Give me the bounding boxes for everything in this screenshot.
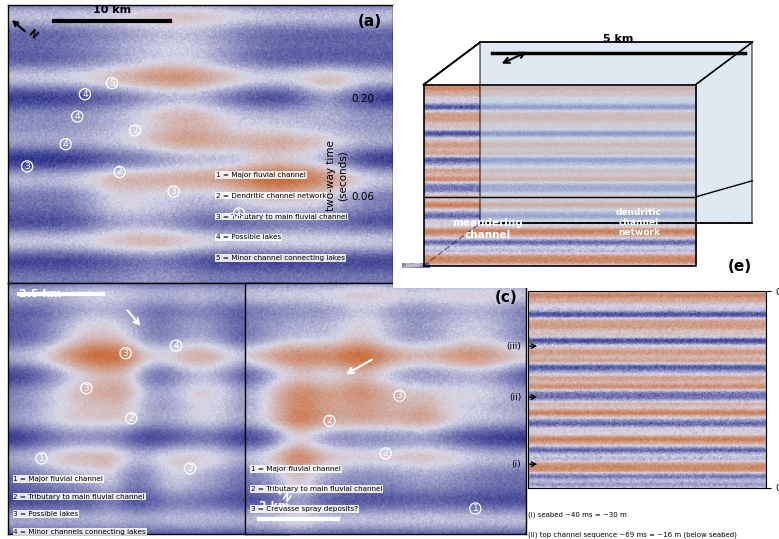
- Text: 3: 3: [397, 391, 403, 400]
- Text: 2: 2: [326, 416, 333, 425]
- Text: 4: 4: [82, 89, 88, 99]
- Text: 2: 2: [382, 449, 389, 458]
- Text: 2 = Tributary to main fluvial channel: 2 = Tributary to main fluvial channel: [251, 486, 382, 492]
- Text: dendritic
channel
network: dendritic channel network: [616, 208, 662, 237]
- Text: 1 = Major fluvial channel: 1 = Major fluvial channel: [13, 476, 104, 482]
- Text: 4 = Possible lakes: 4 = Possible lakes: [216, 234, 281, 240]
- Text: 2.5 km: 2.5 km: [19, 289, 62, 299]
- Text: 3: 3: [83, 384, 89, 393]
- Text: (i) seabed ~40 ms = ~30 m: (i) seabed ~40 ms = ~30 m: [528, 512, 627, 518]
- Text: 4 = Minor channels connecting lakes: 4 = Minor channels connecting lakes: [13, 529, 146, 535]
- Text: 5 km: 5 km: [603, 33, 633, 44]
- Text: 4: 4: [173, 341, 179, 350]
- Text: 2: 2: [187, 464, 193, 473]
- Text: 3: 3: [24, 162, 30, 171]
- Text: 3: 3: [171, 187, 177, 196]
- Text: 2: 2: [129, 414, 134, 423]
- Text: 10 km: 10 km: [93, 5, 131, 15]
- Text: 2 = Dendritic channel network: 2 = Dendritic channel network: [216, 193, 326, 199]
- Text: 2: 2: [117, 168, 122, 176]
- Text: (a): (a): [358, 13, 382, 29]
- Text: (c): (c): [495, 291, 517, 306]
- Text: meandering
channel: meandering channel: [453, 218, 523, 240]
- Text: SW: SW: [523, 271, 544, 281]
- Text: (iii): (iii): [506, 342, 521, 351]
- Text: 3: 3: [123, 349, 129, 358]
- Text: (i): (i): [511, 460, 521, 469]
- Text: (b): (b): [256, 291, 280, 306]
- Text: 2 km: 2 km: [259, 501, 290, 511]
- Text: (ii): (ii): [509, 393, 521, 402]
- Text: 500 m: 500 m: [642, 261, 675, 272]
- Text: 3 = Possible lakes: 3 = Possible lakes: [13, 511, 79, 517]
- Text: 0.06: 0.06: [351, 192, 375, 202]
- Text: 4: 4: [74, 112, 80, 121]
- Text: 1 = Major fluvial channel: 1 = Major fluvial channel: [251, 466, 341, 472]
- Text: N: N: [26, 28, 39, 41]
- Text: 2 = Tributary to main fluvial channel: 2 = Tributary to main fluvial channel: [13, 494, 145, 500]
- Text: 1: 1: [236, 209, 242, 218]
- Text: two-way time
(seconds): two-way time (seconds): [326, 140, 347, 211]
- Text: 5: 5: [109, 79, 115, 88]
- Text: 3 = Tributary to main fluvial channel: 3 = Tributary to main fluvial channel: [216, 213, 347, 219]
- Text: 0.20: 0.20: [351, 94, 375, 104]
- Text: 1: 1: [39, 454, 44, 463]
- Text: 3 = Crevasse spray deposits?: 3 = Crevasse spray deposits?: [251, 506, 358, 512]
- Text: 4: 4: [63, 140, 69, 149]
- Polygon shape: [481, 42, 753, 223]
- Text: 2: 2: [132, 126, 138, 135]
- Text: (ii) top channel sequence ~69 ms = ~16 m (below seabed): (ii) top channel sequence ~69 ms = ~16 m…: [528, 531, 737, 537]
- Text: (e): (e): [728, 259, 753, 274]
- Text: N: N: [279, 491, 291, 504]
- Text: 5 = Minor channel connecting lakes: 5 = Minor channel connecting lakes: [216, 255, 345, 261]
- Text: 1 = Major fluvial channel: 1 = Major fluvial channel: [216, 172, 306, 178]
- Text: NE: NE: [752, 271, 768, 281]
- Text: 1: 1: [473, 504, 478, 513]
